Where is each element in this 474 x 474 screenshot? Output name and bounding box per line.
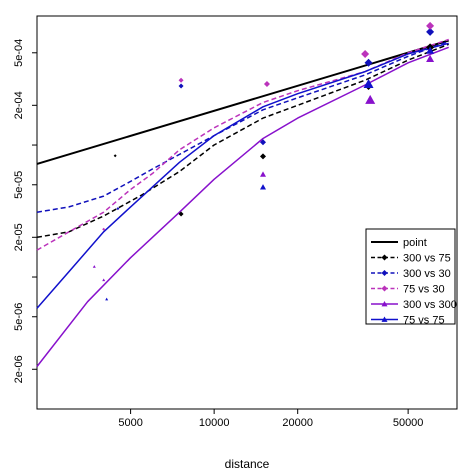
- data-point: [426, 46, 435, 54]
- series-line: [36, 43, 449, 239]
- x-tick-label: 5000: [118, 417, 142, 429]
- series-line: [36, 39, 449, 165]
- legend-marker: [381, 270, 388, 276]
- x-tick-label: 10000: [199, 417, 230, 429]
- x-tick-label: 20000: [282, 417, 313, 429]
- data-point: [363, 79, 374, 89]
- data-point: [102, 278, 106, 282]
- x-axis-title: distance: [225, 457, 270, 471]
- legend-label: 75 vs 75: [403, 315, 445, 327]
- data-point: [178, 83, 184, 89]
- legend: point 300 vs 75 300 vs 30 75 vs 30 300 vs 30…: [365, 228, 457, 327]
- y-tick-label: 5e-06: [13, 303, 25, 331]
- legend-label: 300 vs 30: [403, 268, 451, 280]
- data-points: [92, 21, 435, 301]
- x-tick-label: 50000: [393, 417, 424, 429]
- y-tick-label: 5e-05: [13, 171, 25, 199]
- legend-box: [365, 228, 456, 325]
- legend-label: 75 vs 30: [403, 284, 445, 296]
- data-point: [263, 81, 270, 88]
- series-lines: [36, 38, 449, 367]
- y-tick-label: 5e-04: [13, 39, 25, 67]
- data-point: [260, 184, 267, 190]
- legend-marker: [381, 285, 388, 292]
- data-point: [260, 139, 267, 146]
- data-point: [105, 297, 109, 301]
- series-line: [36, 42, 449, 309]
- data-point: [426, 54, 435, 63]
- plot-frame: [36, 15, 458, 410]
- y-axis: 2e-06 5e-06 2e-05 5e-05 2e-04 5e-04: [13, 39, 37, 383]
- legend-label: point: [403, 237, 427, 249]
- legend-label: 300 vs 75: [403, 253, 451, 265]
- y-tick-label: 2e-05: [13, 223, 25, 251]
- data-point: [116, 207, 120, 211]
- data-point: [113, 154, 117, 158]
- data-point: [364, 58, 373, 67]
- y-tick-label: 2e-04: [13, 91, 25, 119]
- legend-label: 300 vs 300: [403, 299, 457, 311]
- data-point: [260, 171, 267, 177]
- data-point: [92, 265, 96, 268]
- data-point: [178, 211, 184, 217]
- legend-marker: [381, 301, 388, 307]
- data-point: [102, 227, 106, 231]
- data-point: [361, 49, 370, 58]
- data-point: [426, 27, 435, 36]
- data-point: [426, 21, 435, 30]
- y-tick-label: 2e-06: [13, 355, 25, 383]
- x-axis: 5000 10000 20000 50000: [118, 409, 423, 429]
- data-point: [365, 94, 376, 104]
- legend-marker: [381, 254, 388, 261]
- data-point: [260, 153, 267, 160]
- series-line: [36, 46, 449, 367]
- data-point: [178, 77, 184, 83]
- series-line: [36, 40, 449, 213]
- legend-marker: [381, 316, 388, 322]
